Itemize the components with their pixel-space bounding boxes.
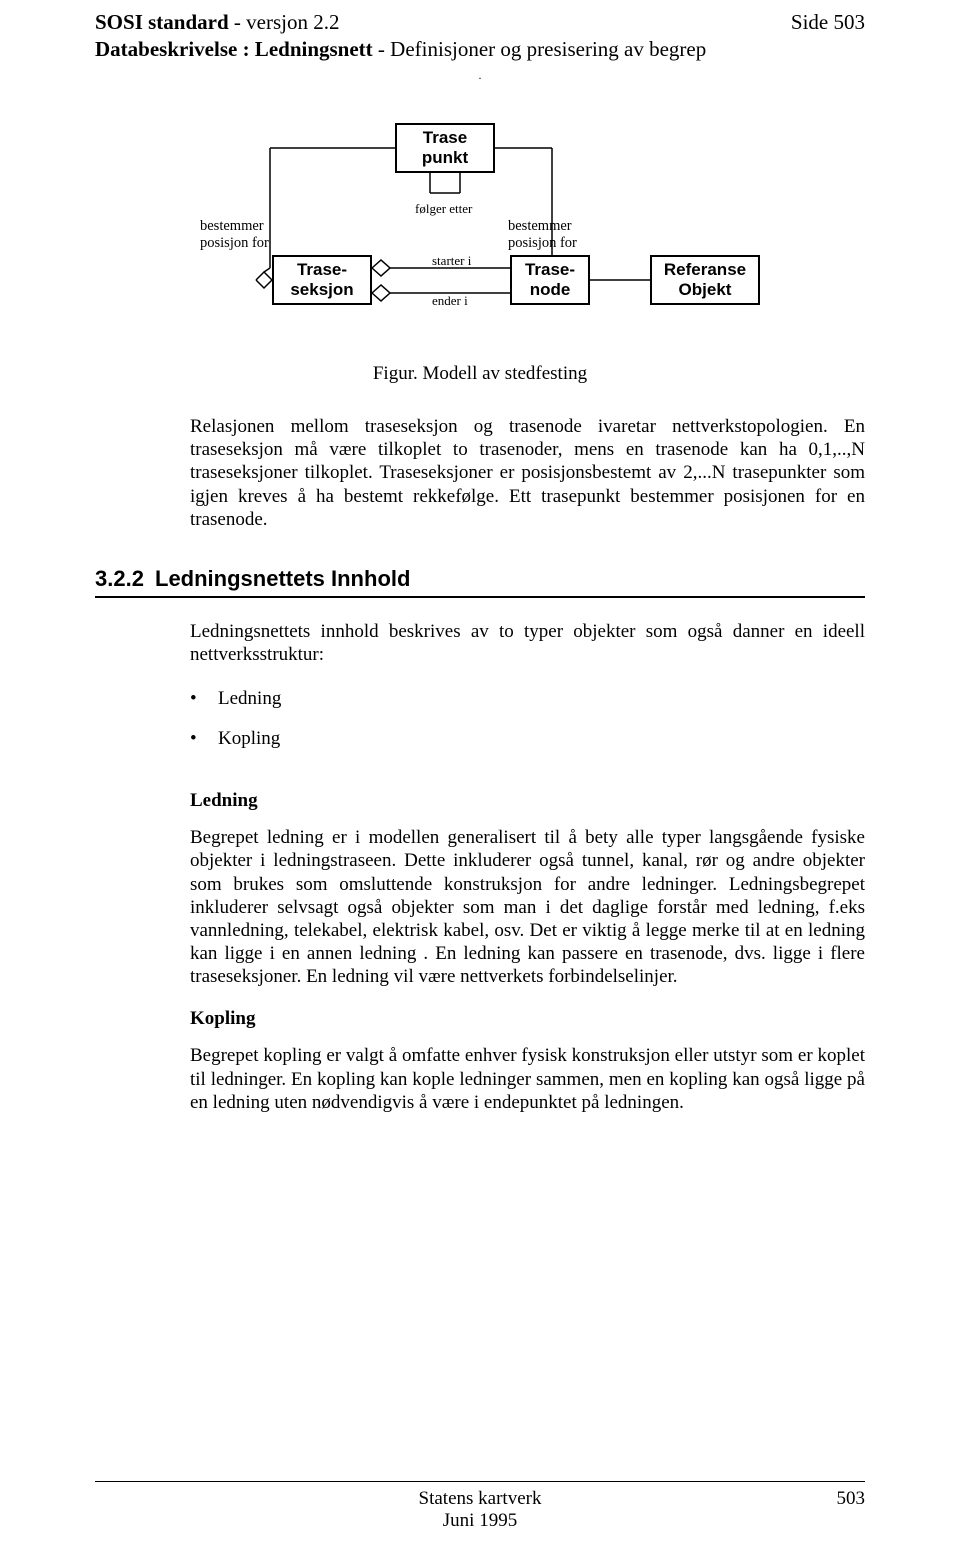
node-trase-seksjon-l2: seksjon	[290, 280, 353, 300]
ledning-heading: Ledning	[190, 790, 865, 812]
node-ref-objekt-l1: Referanse	[664, 260, 746, 280]
node-trase-punkt-l2: punkt	[422, 148, 468, 168]
header-row-2: Databeskrivelse : Ledningsnett - Definis…	[95, 37, 865, 62]
node-ref-objekt: Referanse Objekt	[650, 255, 760, 305]
section-title: Ledningsnettets Innhold	[155, 566, 410, 591]
label-bestemmer-left: bestemmer posisjon for	[200, 218, 269, 251]
header-dot: .	[95, 68, 865, 83]
section-rule	[95, 596, 865, 598]
footer-date: Juni 1995	[0, 1510, 960, 1532]
node-trase-node-l1: Trase-	[525, 260, 575, 280]
list-item: •Ledning	[190, 688, 865, 710]
label-folger-etter: følger etter	[415, 201, 472, 217]
figure-caption: Figur. Modell av stedfesting	[95, 363, 865, 385]
bullet-list: •Ledning •Kopling	[190, 688, 865, 750]
header-line2-bold: Databeskrivelse : Ledningsnett	[95, 37, 373, 61]
ledning-paragraph: Begrepet ledning er i modellen generalis…	[190, 826, 865, 988]
label-bestemmer-right: bestemmer posisjon for	[508, 218, 577, 251]
node-trase-punkt-l1: Trase	[423, 128, 467, 148]
footer-org: Statens kartverk	[419, 1488, 542, 1509]
footer-line-1: Statens kartverk 503	[0, 1488, 960, 1510]
version-label: - versjon 2.2	[229, 10, 340, 34]
section-number: 3.2.2	[95, 566, 155, 592]
node-trase-punkt: Trase punkt	[395, 123, 495, 173]
kopling-heading: Kopling	[190, 1008, 865, 1030]
header-line2-rest: - Definisjoner og presisering av begrep	[373, 37, 707, 61]
footer-page-number: 503	[837, 1488, 866, 1510]
list-item: •Kopling	[190, 728, 865, 750]
header-right: Side 503	[791, 10, 865, 35]
intro-paragraph: Relasjonen mellom traseseksjon og trasen…	[190, 415, 865, 531]
side-number: 503	[834, 10, 866, 34]
side-label: Side	[791, 10, 834, 34]
node-trase-node: Trase- node	[510, 255, 590, 305]
page: SOSI standard - versjon 2.2 Side 503 Dat…	[0, 0, 960, 1550]
label-starter-i: starter i	[432, 253, 471, 269]
bullet-dot-icon: •	[190, 728, 218, 750]
kopling-paragraph: Begrepet kopling er valgt å omfatte enhv…	[190, 1044, 865, 1114]
header-left: SOSI standard - versjon 2.2	[95, 10, 339, 35]
bullet-label: Kopling	[218, 728, 280, 749]
footer-rule	[95, 1481, 865, 1482]
label-ender-i: ender i	[432, 293, 468, 309]
node-ref-objekt-l2: Objekt	[679, 280, 732, 300]
section-heading: 3.2.2Ledningsnettets Innhold	[95, 566, 865, 592]
section-lead: Ledningsnettets innhold beskrives av to …	[190, 620, 865, 666]
bullet-label: Ledning	[218, 688, 281, 709]
model-diagram: Trase punkt Trase- seksjon Trase- node R…	[200, 123, 760, 353]
standard-name: SOSI standard	[95, 10, 229, 34]
header-row-1: SOSI standard - versjon 2.2 Side 503	[95, 10, 865, 35]
bullet-dot-icon: •	[190, 688, 218, 710]
node-trase-seksjon-l1: Trase-	[297, 260, 347, 280]
node-trase-seksjon: Trase- seksjon	[272, 255, 372, 305]
page-footer: Statens kartverk 503 Juni 1995	[0, 1481, 960, 1532]
node-trase-node-l2: node	[530, 280, 571, 300]
